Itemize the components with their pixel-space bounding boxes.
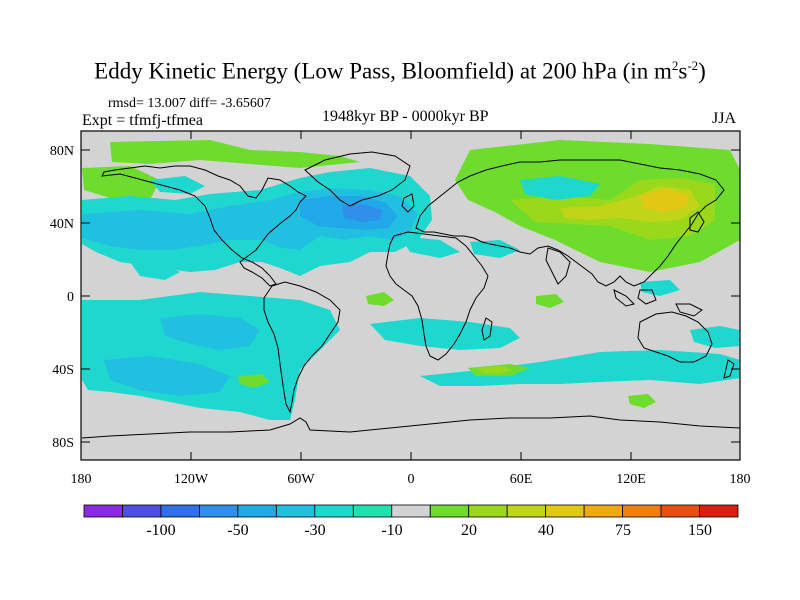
colorbar-label: -100 <box>146 522 175 539</box>
colorbar-swatch <box>699 504 739 518</box>
colorbar-swatch <box>660 504 700 518</box>
coast-borneo <box>637 289 657 305</box>
colorbar-swatch <box>237 504 277 518</box>
contour-cyan-s-australia <box>690 326 740 348</box>
period-label: 1948kyr BP - 0000kyr BP <box>322 108 489 125</box>
colorbar-swatch <box>83 504 123 518</box>
colorbar-swatch <box>352 504 393 518</box>
contour-cyan-northpac <box>150 176 205 194</box>
season-label: JJA <box>712 110 737 127</box>
colorbar-swatch <box>199 504 239 518</box>
colorbar-label: 75 <box>615 522 631 539</box>
colorbar <box>83 504 739 518</box>
contour-teal-south-pacific <box>160 314 260 350</box>
lon-label: 60W <box>287 472 315 487</box>
coast-india <box>545 247 571 285</box>
contour-green-tropic-io <box>536 294 564 308</box>
colorbar-swatch <box>275 504 316 518</box>
colorbar-swatch <box>429 504 470 518</box>
colorbar-swatch <box>506 504 547 518</box>
coast-new-zealand <box>723 359 735 379</box>
colorbar-swatch <box>545 504 585 518</box>
contour-cyan-sea <box>640 280 680 296</box>
experiment-label: Expt = tfmfj-tfmea <box>82 112 203 129</box>
lon-label: 120W <box>174 472 209 487</box>
contour-cyan-arabia <box>470 240 520 258</box>
lat-label: 40S <box>52 363 74 378</box>
colorbar-label: 40 <box>538 522 554 539</box>
colorbar-swatch <box>622 504 662 518</box>
contour-green-tropic-africa <box>366 292 394 306</box>
coast-sumatra <box>613 289 635 307</box>
coast-africa <box>385 231 489 361</box>
coast-north-america <box>101 165 307 287</box>
contour-green-arctic-west <box>110 140 360 168</box>
colorbar-swatch <box>391 504 431 518</box>
contour-deepblue-atlantic <box>342 204 382 222</box>
colorbar-swatch <box>160 504 200 518</box>
lat-label: 40N <box>50 217 74 232</box>
colorbar-label: -50 <box>227 522 248 539</box>
plot-title: Eddy Kinetic Energy (Low Pass, Bloomfiel… <box>94 58 706 84</box>
lat-label: 0 <box>67 290 74 305</box>
coast-new-guinea <box>675 303 703 317</box>
colorbar-swatch <box>122 504 162 518</box>
coast-uk <box>401 193 415 213</box>
coast-antarctica <box>81 415 740 439</box>
colorbar-label: 150 <box>688 522 712 539</box>
contour-cyan-southern-ocean <box>420 350 740 386</box>
lon-label: 0 <box>408 472 415 487</box>
coast-eurasia <box>415 159 725 287</box>
colorbar-label: -10 <box>381 522 402 539</box>
colorbar-label: 20 <box>461 522 477 539</box>
colorbar-swatch <box>583 504 623 518</box>
coast-japan <box>689 211 705 233</box>
lon-label: 60E <box>510 472 533 487</box>
contour-cyan-siberia <box>520 176 600 200</box>
contour-teal-south-pacific-2 <box>104 356 230 396</box>
contour-fields <box>82 140 740 420</box>
contour-green-pac-patch <box>238 374 270 388</box>
lon-label: 180 <box>730 472 751 487</box>
contour-yellowgreen-south-africa <box>478 366 512 374</box>
contour-cyan-pacific <box>130 262 180 280</box>
colorbar-label: -30 <box>304 522 325 539</box>
contour-cyan-south-atlantic <box>370 318 520 350</box>
coast-madagascar <box>481 317 493 341</box>
colorbar-swatch <box>314 504 354 518</box>
coast-australia <box>637 311 713 363</box>
lon-tick-labels: 180 120W 60W 0 60E 120E 180 <box>71 472 751 487</box>
contour-cyan-africa <box>400 236 460 258</box>
lat-tick-labels: 80N 40N 0 40S 80S <box>50 144 74 451</box>
colorbar-swatch <box>468 504 508 518</box>
lon-label: 180 <box>71 472 92 487</box>
lon-label: 120E <box>616 472 646 487</box>
lat-label: 80N <box>50 144 74 159</box>
lat-tick-marks <box>81 149 740 443</box>
stats-text: rmsd= 13.007 diff= -3.65607 <box>108 96 271 111</box>
contour-green-south-indian <box>628 394 656 408</box>
lat-label: 80S <box>52 436 74 451</box>
coast-greenland <box>304 151 411 207</box>
colorbar-labels: -100 -50 -30 -10 20 40 75 150 <box>146 522 712 539</box>
coastlines <box>81 151 740 439</box>
coast-south-america <box>263 281 341 414</box>
lon-tick-marks <box>80 131 741 460</box>
contour-green-arctic-west-2 <box>82 166 160 200</box>
contour-gold-asia <box>640 188 690 212</box>
